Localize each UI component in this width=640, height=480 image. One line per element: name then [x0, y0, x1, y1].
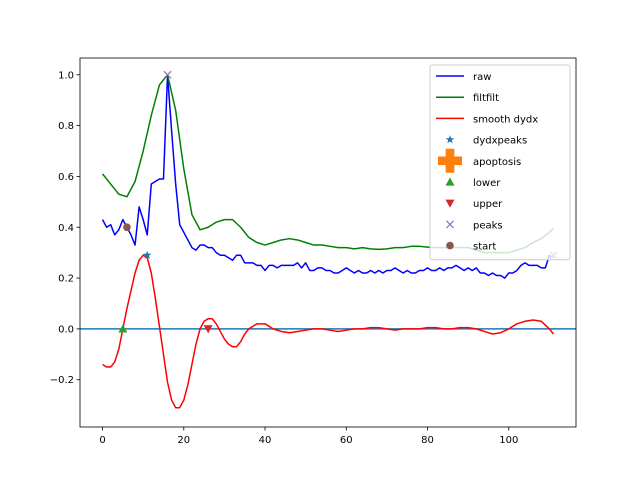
marker-peaks	[163, 70, 172, 79]
legend-label-peaks: peaks	[473, 220, 503, 231]
legend-item-lower: lower	[445, 177, 501, 189]
y-tick-label: 0.2	[58, 274, 74, 285]
legend-label-raw: raw	[473, 72, 491, 83]
legend-label-upper: upper	[473, 199, 503, 210]
marker-start	[123, 223, 131, 232]
legend-item-upper: upper	[445, 199, 503, 210]
legend-item-filtfilt: filtfilt	[436, 93, 499, 104]
legend-label-apoptosis: apoptosis	[473, 157, 521, 168]
legend-swatch-peaks	[445, 220, 455, 229]
series-line-smooth-dydx	[102, 254, 555, 409]
legend-swatch-apoptosis	[438, 148, 462, 173]
legend-box	[429, 64, 571, 261]
x-tick-label: 80	[421, 435, 434, 446]
legend-swatch-dydxpeaks	[445, 135, 455, 144]
legend-label-dydxpeaks: dydxpeaks	[473, 136, 527, 147]
legend-swatch-upper	[445, 199, 455, 208]
legend-swatch-lower	[445, 177, 455, 186]
x-tick-label: 0	[99, 435, 105, 446]
legend-swatch-start	[446, 241, 454, 250]
axes: 0 20 40 60 80 100 −0.2 0.0 0.2 0.4 0.6 0.8 1.0	[50, 57, 577, 446]
legend-label-lower: lower	[473, 178, 501, 189]
legend-item-apoptosis: apoptosis	[438, 148, 521, 173]
legend-label-filtfilt: filtfilt	[473, 93, 499, 104]
axes-frame	[79, 57, 577, 428]
y-tick-label: 0.6	[58, 172, 74, 183]
legend: raw filtfilt smooth dydx dydxpeaks apoptosis…	[429, 64, 571, 261]
legend-item-dydxpeaks: dydxpeaks	[445, 135, 527, 147]
x-tick-label: 100	[499, 435, 518, 446]
marker-dydxpeaks	[142, 250, 152, 259]
legend-item-peaks: peaks	[445, 220, 503, 231]
x-tick-label: 20	[177, 435, 190, 446]
y-tick-label: 1.0	[58, 70, 74, 81]
legend-item-raw: raw	[436, 72, 491, 83]
legend-item-smooth-dydx: smooth dydx	[436, 114, 538, 125]
y-tick-label: 0.0	[58, 324, 74, 335]
y-tick-label: 0.8	[58, 121, 74, 132]
series-group	[80, 70, 576, 409]
y-tick-label: 0.4	[58, 223, 74, 234]
marker-upper	[203, 325, 213, 334]
marker-lower	[118, 324, 128, 333]
x-tick-label: 40	[259, 435, 272, 446]
series-line-raw	[101, 74, 554, 279]
x-tick-label: 60	[340, 435, 353, 446]
plot-area	[80, 70, 576, 409]
y-tick-label: −0.2	[50, 375, 74, 386]
legend-label-start: start	[473, 242, 496, 253]
legend-item-start: start	[446, 242, 496, 253]
legend-label-smooth-dydx: smooth dydx	[473, 114, 538, 125]
